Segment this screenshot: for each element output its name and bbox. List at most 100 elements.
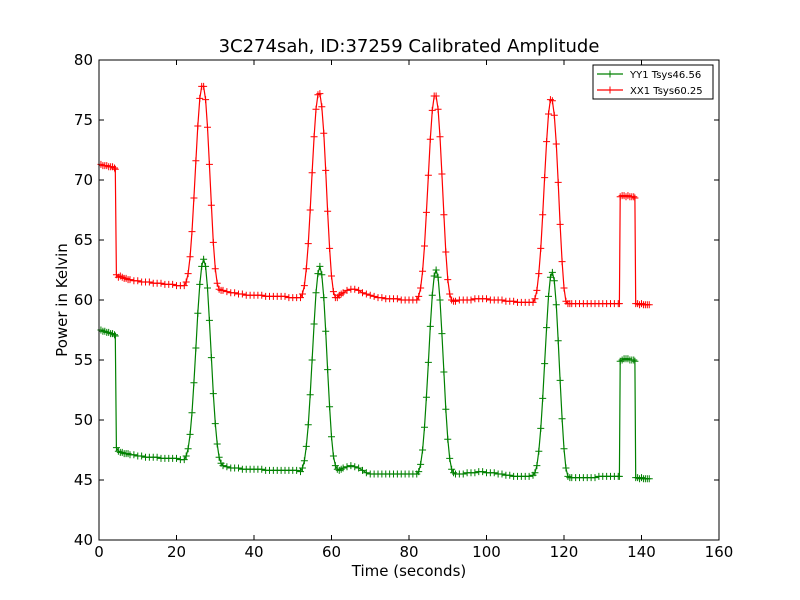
legend-label: YY1 Tsys46.56 — [629, 70, 701, 81]
data-point — [339, 289, 347, 297]
series-2 — [97, 82, 653, 309]
data-point — [112, 444, 120, 452]
data-point — [417, 284, 425, 292]
data-point — [560, 445, 568, 453]
data-point — [202, 96, 210, 104]
data-point — [424, 358, 432, 366]
data-point — [298, 290, 306, 298]
data-point — [297, 294, 304, 302]
y-tick-label: 80 — [74, 51, 93, 69]
data-point — [556, 376, 564, 384]
data-point — [310, 320, 318, 328]
legend: YY1 Tsys46.56 XX1 Tsys60.25 — [592, 64, 714, 100]
legend-entries: YY1 Tsys46.56 XX1 Tsys60.25 — [597, 70, 703, 97]
data-point — [215, 453, 223, 461]
legend-entry: XX1 Tsys60.25 — [597, 86, 703, 97]
data-point — [200, 82, 208, 90]
data-point — [558, 415, 566, 423]
data-point — [111, 332, 119, 340]
data-point — [525, 472, 533, 480]
data-point — [186, 430, 194, 438]
data-point — [182, 278, 190, 286]
data-point — [535, 270, 543, 278]
data-point — [200, 255, 208, 263]
data-point — [169, 280, 177, 288]
data-point — [419, 446, 427, 454]
data-point — [194, 309, 202, 317]
data-point — [548, 97, 556, 105]
data-point — [446, 454, 454, 462]
x-tick-label: 80 — [399, 543, 418, 561]
data-point — [498, 470, 506, 478]
data-point — [331, 462, 339, 470]
data-point — [533, 286, 541, 294]
x-tick-label: 160 — [705, 543, 734, 561]
data-point — [192, 344, 200, 352]
data-point — [316, 90, 324, 98]
data-point — [184, 445, 192, 453]
data-point — [415, 468, 423, 476]
data-point — [413, 296, 421, 304]
data-point — [562, 464, 570, 472]
data-point — [483, 295, 490, 303]
data-point — [322, 327, 330, 335]
data-point — [444, 276, 452, 284]
data-point — [459, 470, 467, 478]
data-point — [546, 273, 554, 281]
data-point — [506, 471, 514, 479]
data-point — [134, 277, 142, 285]
data-point — [498, 296, 506, 304]
series-line — [100, 85, 650, 306]
data-point — [359, 289, 366, 297]
y-tick-label: 75 — [74, 111, 93, 129]
data-point — [442, 248, 450, 256]
data-point — [543, 324, 551, 332]
data-point — [153, 453, 161, 461]
data-point — [631, 357, 639, 365]
data-point — [204, 123, 211, 131]
data-point — [421, 423, 428, 431]
data-point — [306, 391, 314, 399]
data-point — [326, 244, 334, 252]
data-point — [362, 290, 370, 298]
data-point — [426, 322, 434, 330]
data-point — [182, 452, 190, 460]
data-point — [316, 262, 324, 270]
data-point — [378, 294, 386, 302]
data-point — [537, 424, 545, 432]
data-point — [539, 394, 547, 402]
data-point — [479, 468, 487, 476]
data-point — [422, 208, 430, 216]
data-point — [138, 452, 146, 460]
data-point — [209, 390, 217, 398]
data-point — [535, 447, 543, 455]
data-point — [320, 129, 328, 137]
data-point — [366, 291, 374, 299]
data-point — [351, 463, 359, 471]
data-point — [324, 366, 332, 374]
data-point — [190, 194, 198, 202]
data-point — [529, 298, 537, 306]
data-point — [438, 170, 446, 178]
data-point — [186, 253, 194, 261]
data-point — [631, 194, 639, 202]
legend-entry: YY1 Tsys46.56 — [597, 70, 701, 81]
data-point — [436, 133, 444, 141]
data-point — [510, 297, 518, 305]
data-point — [302, 442, 310, 450]
data-point — [238, 290, 246, 298]
data-point — [347, 462, 355, 470]
data-point — [545, 110, 552, 118]
data-point — [258, 465, 266, 473]
data-point — [213, 440, 221, 448]
data-point — [308, 356, 316, 364]
data-point — [157, 279, 165, 287]
data-point — [539, 211, 547, 219]
data-point — [213, 279, 221, 287]
data-point — [304, 421, 312, 429]
legend-swatch-marker — [606, 86, 614, 94]
data-point — [436, 296, 444, 304]
axis-ticks — [98, 59, 720, 541]
y-tick-label: 40 — [74, 531, 93, 549]
